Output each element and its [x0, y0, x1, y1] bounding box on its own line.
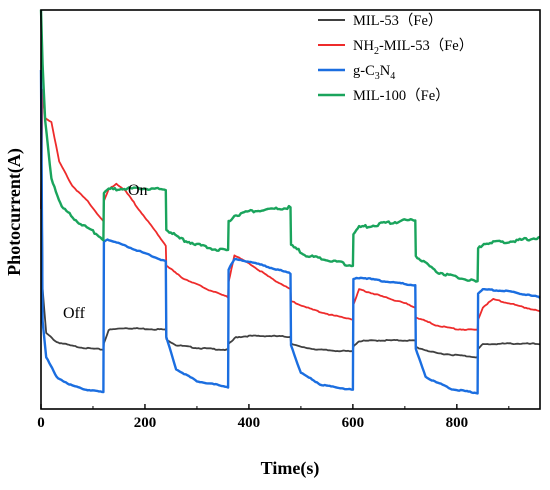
- x-tick-label-400: 400: [238, 415, 261, 431]
- plot-lines: [39, 9, 541, 395]
- annotation-on: On: [128, 182, 148, 199]
- x-axis-title: Time(s): [261, 458, 320, 479]
- series-line-mil100: [39, 9, 541, 283]
- x-tick-label-0: 0: [37, 415, 45, 431]
- x-tick-label-600: 600: [342, 415, 365, 431]
- x-tick-label-800: 800: [446, 415, 469, 431]
- legend-label-mil100: MIL-100（Fe）: [353, 87, 450, 104]
- legend-label-nh2-mil53: NH2-MIL-53（Fe）: [353, 37, 473, 57]
- series-line-gc3n4: [39, 69, 541, 395]
- legend: MIL-53（Fe） NH2-MIL-53（Fe） g-C3N4 MIL-100…: [318, 12, 473, 104]
- axes: [40, 9, 541, 410]
- y-axis-title: Photocurrent(A): [4, 148, 25, 276]
- x-tick-label-200: 200: [134, 415, 157, 431]
- x-ticks: 0 200 400 600 800: [37, 404, 510, 431]
- legend-label-mil53: MIL-53（Fe）: [353, 12, 442, 29]
- legend-label-gc3n4: g-C3N4: [353, 63, 395, 82]
- annotation-off: Off: [63, 305, 86, 322]
- plot-frame: [40, 9, 541, 410]
